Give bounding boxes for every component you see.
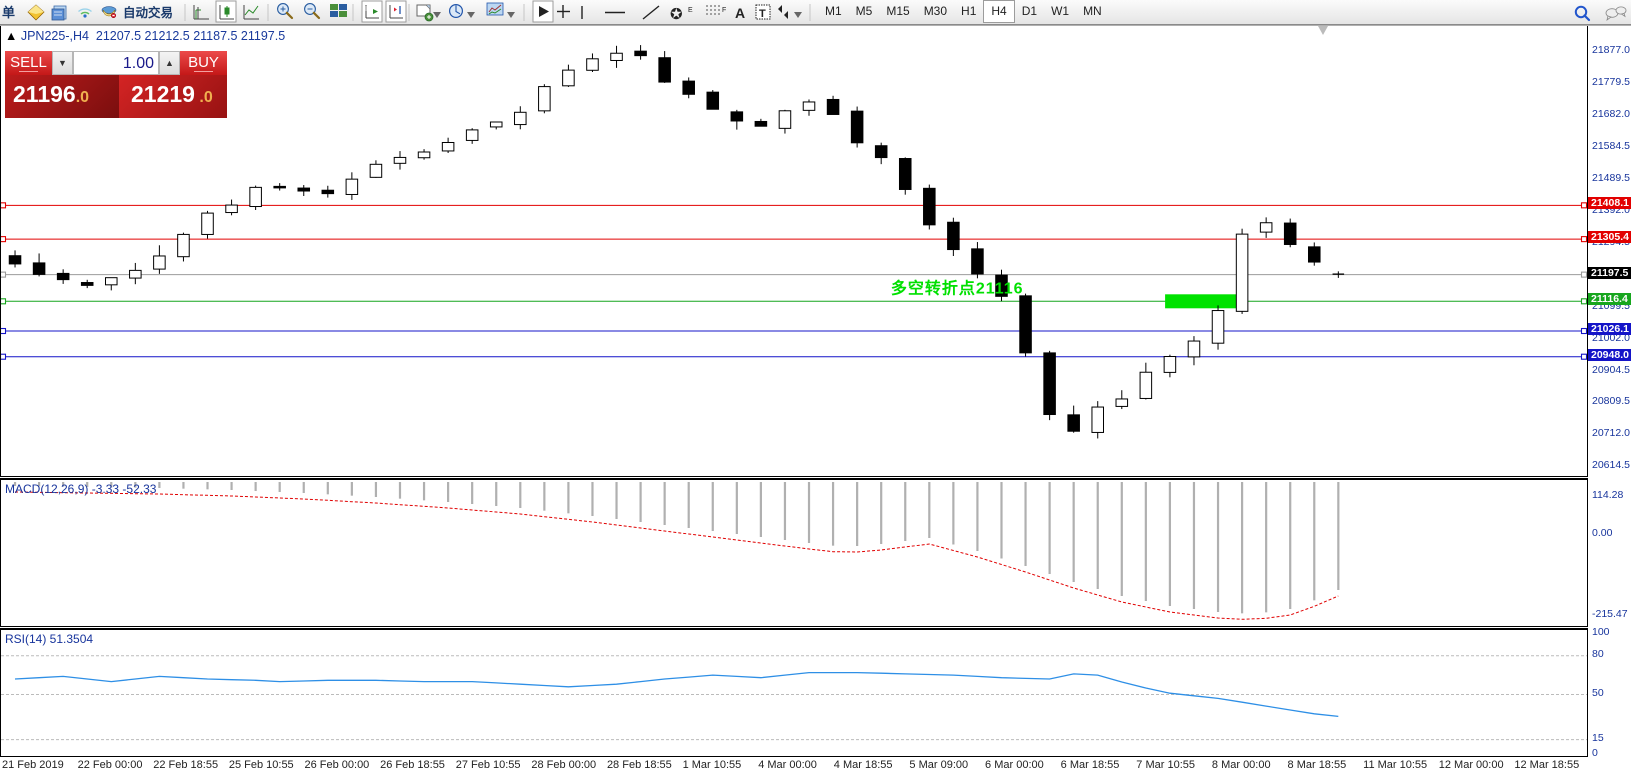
svg-text:T: T: [759, 8, 766, 20]
svg-text:自动交易: 自动交易: [123, 5, 173, 20]
svg-text:单: 单: [2, 5, 15, 20]
svg-text:F: F: [722, 7, 726, 14]
svg-text:✪: ✪: [670, 6, 683, 23]
svg-text:多空转折点21116: 多空转折点21116: [891, 278, 1024, 297]
svg-text:E: E: [688, 7, 693, 14]
svg-text:A: A: [735, 5, 745, 21]
